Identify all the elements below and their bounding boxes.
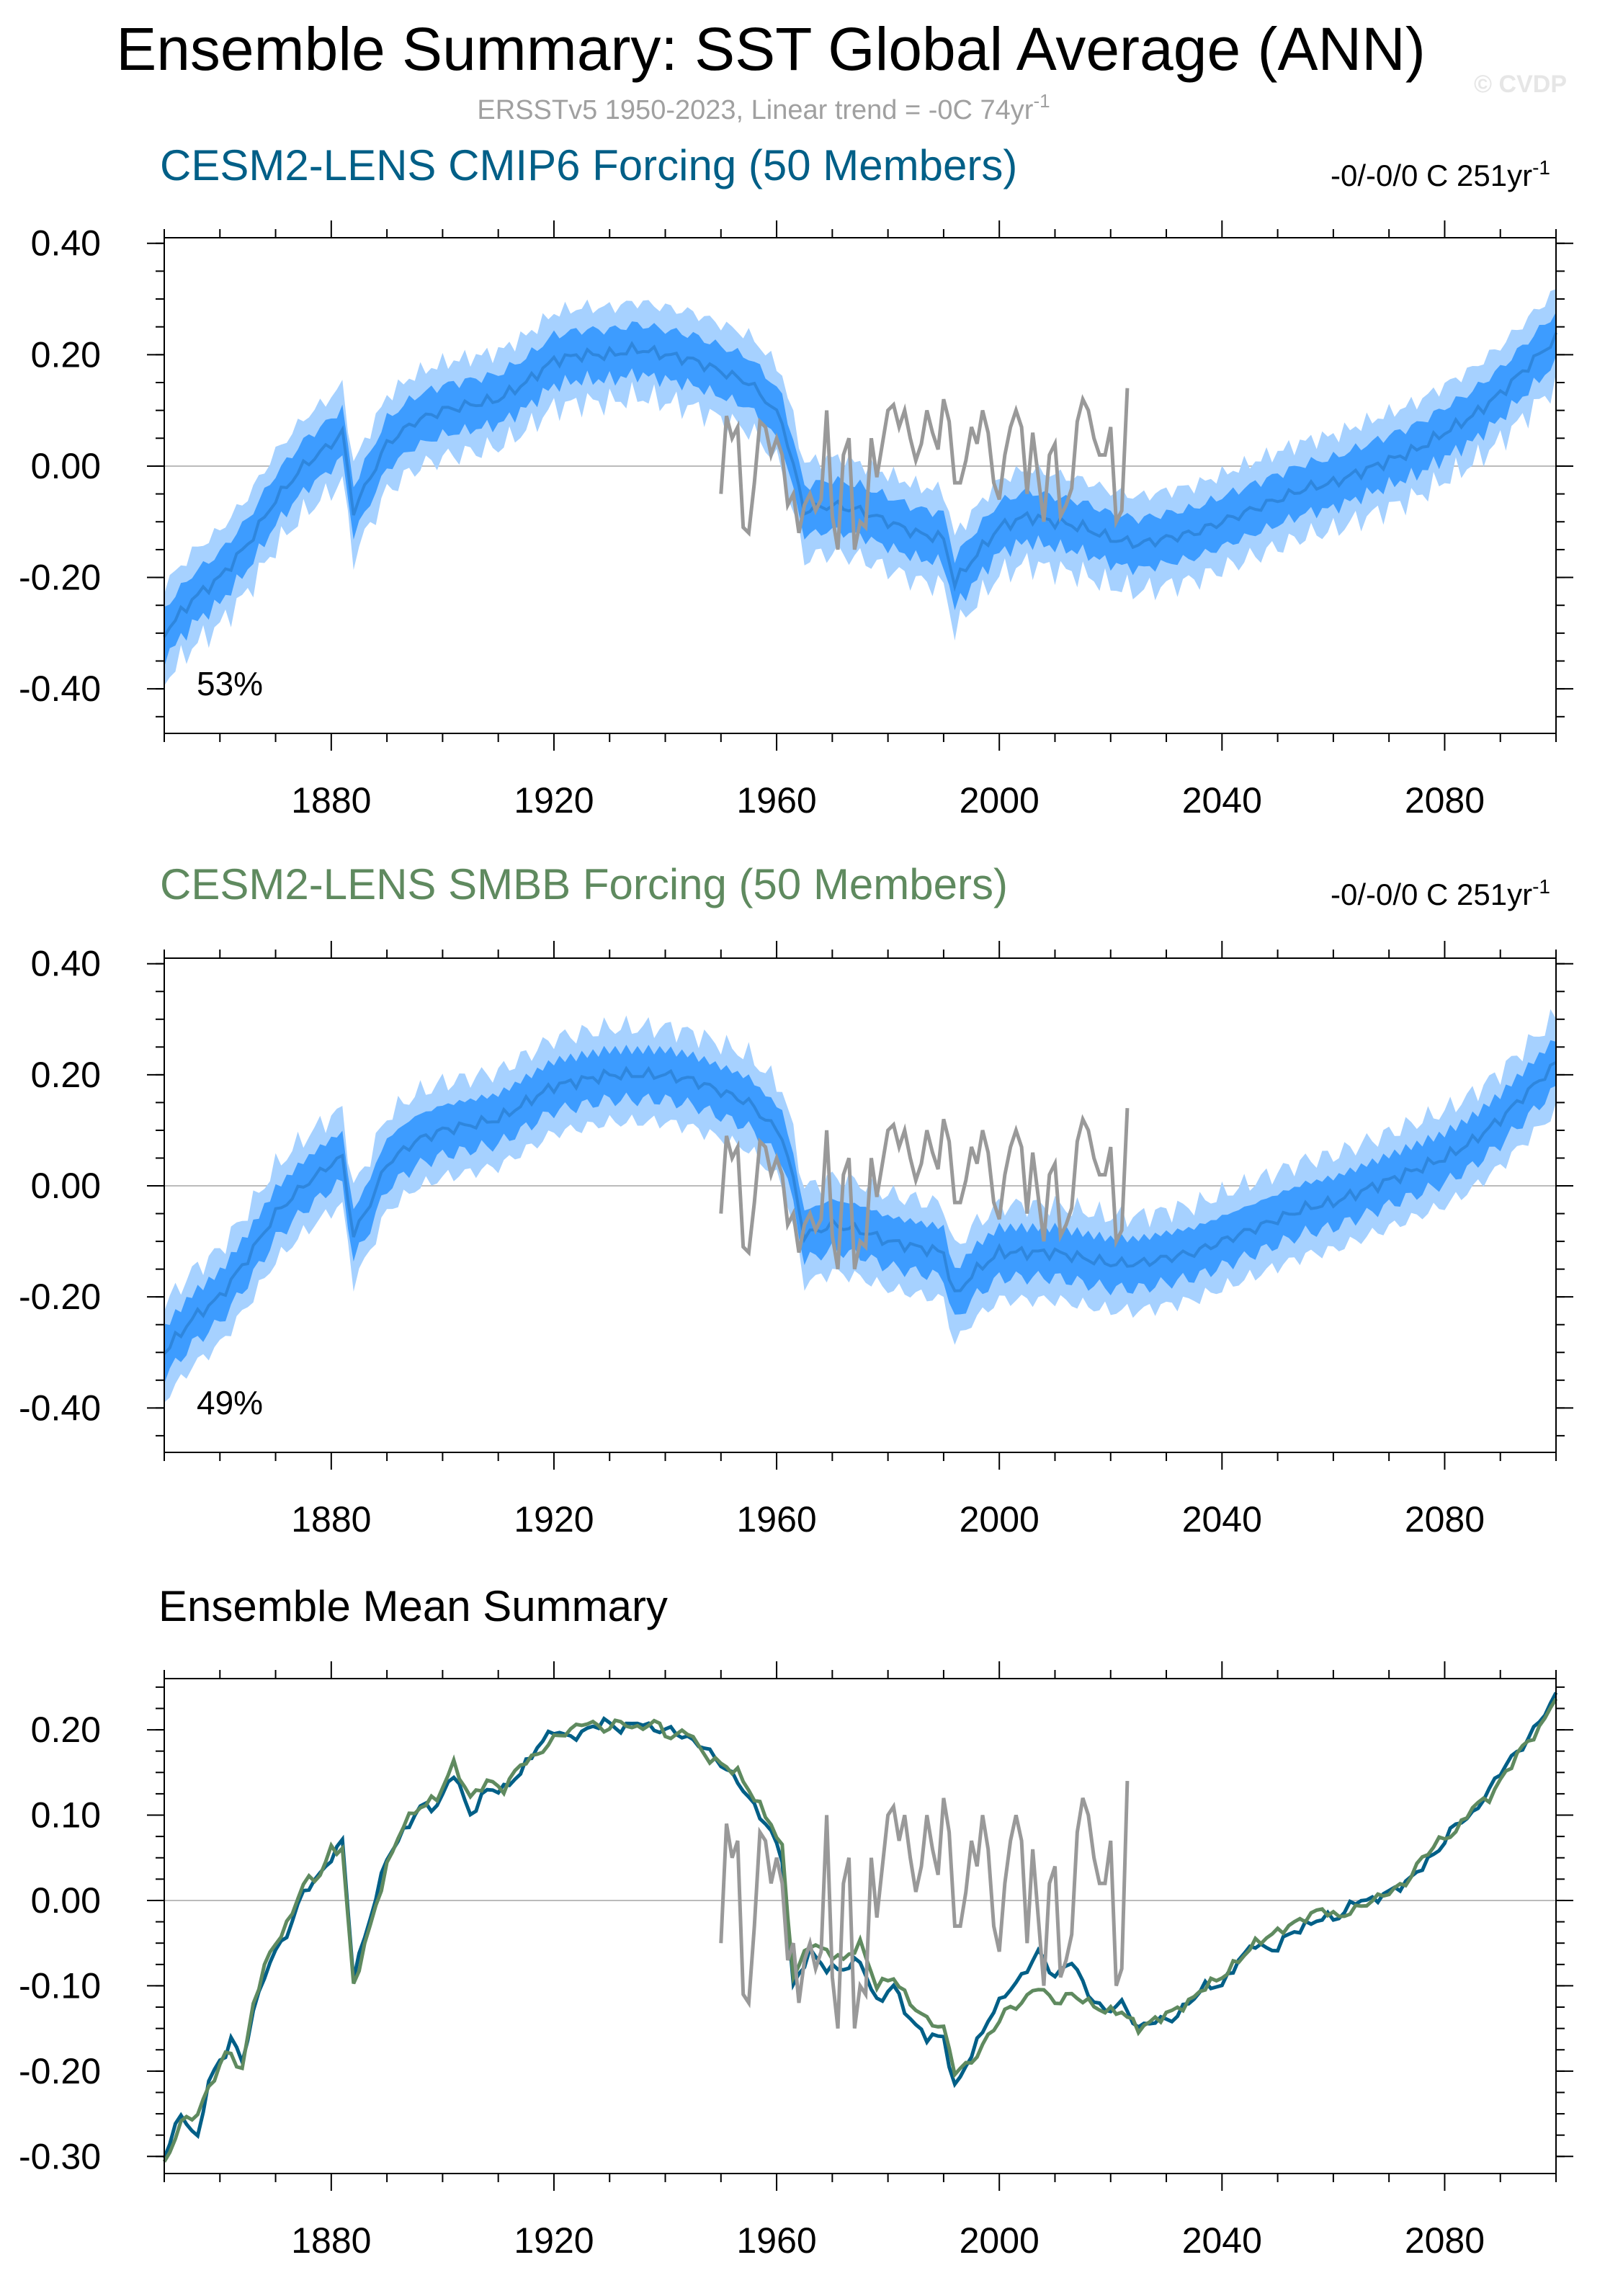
figure-subtitle: ERSSTv5 1950-2023, Linear trend = -0C 74… [477,90,1050,125]
series-line-1 [162,1692,1558,2159]
trend-label-text: -0/-0/0 C 251yr [1331,158,1532,192]
y-tick-label: 0.20 [31,1055,101,1095]
x-tick-label: 2000 [960,1499,1040,1540]
y-tick-label: -0.40 [19,1388,101,1428]
x-tick-label: 1880 [291,780,371,821]
panel-title: CESM2-LENS SMBB Forcing (50 Members) [160,860,1008,908]
x-tick-label: 2040 [1182,2220,1262,2261]
x-tick-label: 1880 [291,2220,371,2261]
series-line-2 [162,1697,1558,2163]
observations-line [719,1781,1130,2029]
observations-line [719,388,1130,550]
trend-label-sup: -1 [1532,875,1550,898]
chart-panel-1: CESM2-LENS CMIP6 Forcing (50 Members) -0/… [19,141,1573,821]
y-tick-label: 0.40 [31,944,101,984]
x-tick-label: 2080 [1405,1499,1485,1540]
trend-label-sup: -1 [1532,156,1550,179]
y-tick-label: -0.20 [19,2051,101,2091]
y-tick-label: -0.20 [19,1277,101,1317]
chart-panel-2: CESM2-LENS SMBB Forcing (50 Members) -0/-… [19,860,1573,1540]
y-tick-label: 0.10 [31,1795,101,1836]
y-tick-label: 0.00 [31,446,101,486]
x-tick-label: 1880 [291,1499,371,1540]
ensemble-mean-line [163,332,1557,638]
panel-title: CESM2-LENS CMIP6 Forcing (50 Members) [160,141,1017,189]
x-tick-label: 2080 [1405,2220,1485,2261]
x-tick-label: 2000 [960,2220,1040,2261]
ensemble-spread-inner [164,312,1556,667]
plot-frame [164,957,1557,1453]
x-tick-label: 2080 [1405,780,1485,821]
x-tick-label: 1920 [514,780,594,821]
ensemble-spread-inner [164,1040,1556,1384]
ensemble-mean-line [163,1060,1557,1355]
y-tick-label: 0.20 [31,1710,101,1750]
x-tick-label: 1920 [514,2220,594,2261]
y-tick-label: -0.20 [19,558,101,598]
x-tick-label: 1960 [736,780,816,821]
x-tick-label: 2040 [1182,780,1262,821]
y-tick-label: 0.00 [31,1166,101,1206]
trend-label-text: -0/-0/0 C 251yr [1331,877,1532,911]
x-tick-label: 1960 [736,1499,816,1540]
copyright-watermark: © CVDP [1474,71,1567,98]
percent-label: 53% [197,665,263,702]
x-tick-label: 1960 [736,2220,816,2261]
x-tick-label: 2040 [1182,1499,1262,1540]
plot-frame [164,237,1557,734]
percent-label: 49% [197,1384,263,1421]
figure-subtitle-text: ERSSTv5 1950-2023, Linear trend = -0C 74… [477,95,1033,125]
trend-label: -0/-0/0 C 251yr-1 [1331,156,1550,192]
figure-subtitle-sup: -1 [1033,90,1050,112]
y-tick-label: -0.10 [19,1965,101,2006]
trend-label: -0/-0/0 C 251yr-1 [1331,875,1550,911]
plot-frame [164,1678,1557,2174]
y-tick-label: 0.40 [31,223,101,264]
observations-line [719,1107,1130,1270]
y-tick-label: 0.00 [31,1880,101,1921]
y-tick-label: -0.40 [19,669,101,709]
figure-title: Ensemble Summary: SST Global Average (AN… [116,15,1426,83]
y-tick-label: 0.20 [31,334,101,375]
x-tick-label: 2000 [960,780,1040,821]
chart-panels: CESM2-LENS CMIP6 Forcing (50 Members) -0/… [19,141,1573,2261]
x-tick-label: 1920 [514,1499,594,1540]
y-tick-label: -0.30 [19,2136,101,2176]
panel-title: Ensemble Mean Summary [158,1582,668,1630]
chart-panel-3: Ensemble Mean Summary -0.30 -0.20 -0.10 0.00… [19,1582,1573,2261]
